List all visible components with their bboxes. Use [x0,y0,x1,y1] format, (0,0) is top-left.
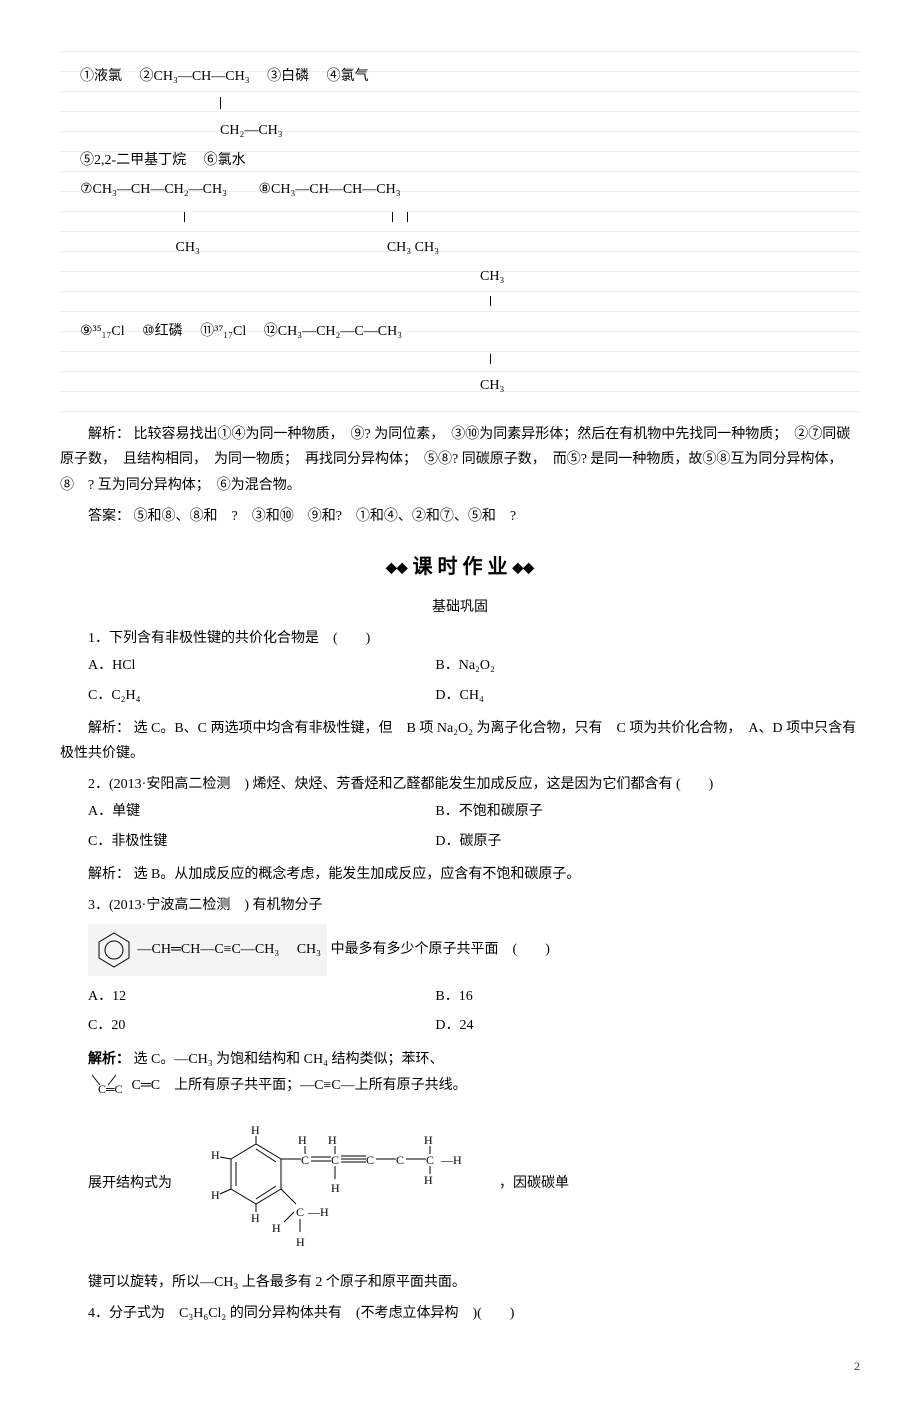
item-7: ⑦CH₃—CH—CH₂—CH₃ [80,182,227,197]
q1-sol-label: 解析： [88,721,130,736]
q3-opt-d: D．24 [435,1013,782,1038]
svg-text:H: H [272,1221,281,1235]
q3-solution-a: 解析： 选 C。—CH₃ 为饱和结构和 CH₄ 结构类似；苯环、 [60,1046,860,1072]
item-12: ⑫CH₃—CH₂—C—CH₃ [264,324,402,339]
q3-sol-b: C═C 上所有原子共平面；—C≡C—上所有原子共线。 [132,1078,467,1093]
q1-sol-text: 选 C。B、C 两选项中均含有非极性键，但 B 项 Na₂O₂ 为离子化合物，只… [60,721,856,761]
q3-opt-b: B．16 [435,984,782,1009]
svg-text:H: H [424,1173,433,1187]
svg-text:C: C [426,1153,434,1167]
q1-opt-a: A．HCl [88,653,435,678]
q1-solution: 解析： 选 C。B、C 两选项中均含有非极性键，但 B 项 Na₂O₂ 为离子化… [60,716,860,766]
q3-stem-a: 3．(2013·宁波高二检测 ) 有机物分子 [60,893,860,918]
q2-opt-c: C．非极性键 [88,829,435,854]
item-8: ⑧CH₃—CH—CH—CH₃ [259,182,401,197]
q2-opt-b: B．不饱和碳原子 [435,799,782,824]
svg-text:C: C [366,1153,374,1167]
q3-mol-sub: CH₃ [297,937,321,962]
q1-opt-d: D．CH₄ [435,683,782,708]
svg-text:—H: —H [440,1153,462,1167]
q2-solution: 解析： 选 B。从加成反应的概念考虑，能发生加成反应，应含有不饱和碳原子。 [60,862,860,887]
analysis-1: 解析： 比较容易找出①④为同一种物质， ⑨? 为同位素， ③⑩为同素异形体；然后… [60,422,860,498]
compound-list-box: ①液氯 ②CH₃—CH—CH₃ ③白磷 ④氯气 CH₂—CH₃ ⑤2,2-二甲基… [60,50,860,412]
subsection-title: 基础巩固 [60,595,860,620]
q3-sol-tail1: ，因碳碳单 [499,1176,569,1191]
svg-text:C: C [396,1153,404,1167]
q2-options: A．单键 B．不饱和碳原子 C．非极性键 D．碳原子 [88,797,860,855]
answer-1: 答案： ⑤和⑧、⑧和 ? ③和⑩ ⑨和? ①和④、②和⑦、⑤和 ? [60,504,860,529]
q3-sol-a: 选 C。—CH₃ 为饱和结构和 CH₄ 结构类似；苯环、 [134,1052,444,1067]
svg-text:H: H [328,1133,337,1147]
item-2: ②CH₃—CH—CH₃ [140,69,250,84]
item-11: ⑪³⁷₁₇Cl [200,324,246,339]
q3-solution-b: C═C C═C 上所有原子共平面；—C≡C—上所有原子共线。 [60,1073,860,1098]
q3-sol-label: 解析： [88,1050,130,1066]
svg-text:H: H [251,1211,260,1225]
banner-deco-left: ◆◆ [386,561,408,576]
item-6: ⑥氯水 [204,153,246,168]
item-3: ③白磷 [267,69,309,84]
svg-text:C: C [296,1205,304,1219]
page-number: 2 [60,1356,860,1378]
item-9: ⑨³⁵₁₇Cl [80,324,125,339]
svg-text:C═C: C═C [98,1082,123,1096]
q2-sol-text: 选 B。从加成反应的概念考虑，能发生加成反应，应含有不饱和碳原子。 [134,867,581,882]
banner-deco-right: ◆◆ [513,561,535,576]
q3-options: A．12 B．16 C．20 D．24 [88,982,860,1040]
svg-text:H: H [251,1123,260,1137]
expanded-structure-icon: H H H H C H C H C C C —H H H H [176,1104,496,1264]
q3-molecule: —CH═CH—C≡C—CH₃ CH₃ 中最多有多少个原子共平面 ( ) [88,924,860,976]
q3-mol-main: —CH═CH—C≡C—CH₃ [138,937,280,962]
banner-title: 课 时 作 业 [413,556,508,578]
svg-text:H: H [298,1133,307,1147]
section-banner: ◆◆ 课 时 作 业 ◆◆ [60,549,860,585]
svg-text:H: H [331,1181,340,1195]
q2-stem: 2．(2013·安阳高二检测 ) 烯烃、炔烃、芳香烃和乙醛都能发生加成反应，这是… [60,772,860,797]
item-10: ⑩红磷 [142,324,183,339]
svg-text:H: H [211,1148,220,1162]
analysis-text: 比较容易找出①④为同一种物质， ⑨? 为同位素， ③⑩为同素异形体；然后在有机物… [60,427,850,492]
item-4: ④氯气 [327,69,369,84]
analysis-label: 解析： [88,427,130,442]
benzene-icon [94,930,134,970]
item-12-top: CH₃ [480,269,504,284]
svg-text:H: H [296,1235,305,1249]
item-8-sub: CH₃ CH₃ [387,240,439,255]
double-bond-icon: C═C [88,1073,128,1097]
item-12-bot: CH₃ [480,378,504,393]
q1-options: A．HCl B．Na₂O₂ C．C₂H₄ D．CH₄ [88,651,860,709]
answer-label: 答案： [88,509,130,524]
item-1: ①液氯 [80,69,122,84]
q1-opt-c: C．C₂H₄ [88,683,435,708]
q3-opt-c: C．20 [88,1013,435,1038]
item-7-sub: CH₃ [176,240,200,255]
q3-sol-tail2: 键可以旋转，所以—CH₃ 上各最多有 2 个原子和原平面共面。 [60,1270,860,1295]
item-2-sub: CH₂—CH₃ [220,123,283,138]
q3-expand-label: 展开结构式为 [88,1176,172,1191]
q3-stem-b: 中最多有多少个原子共平面 ( ) [331,942,550,957]
svg-text:—H: —H [307,1205,329,1219]
q2-opt-a: A．单键 [88,799,435,824]
q1-opt-b: B．Na₂O₂ [435,653,782,678]
svg-text:H: H [211,1188,220,1202]
answer-text: ⑤和⑧、⑧和 ? ③和⑩ ⑨和? ①和④、②和⑦、⑤和 ? [134,509,517,524]
q3-expanded-structure: 展开结构式为 H H H H C H C H C C C [88,1104,860,1264]
svg-text:C: C [301,1153,309,1167]
item-5: ⑤2,2-二甲基丁烷 [80,153,186,168]
q2-sol-label: 解析： [88,867,130,882]
q3-opt-a: A．12 [88,984,435,1009]
svg-text:C: C [331,1153,339,1167]
svg-text:H: H [424,1133,433,1147]
q1-stem: 1．下列含有非极性键的共价化合物是 ( ) [60,626,860,651]
q2-opt-d: D．碳原子 [435,829,782,854]
q4-stem: 4．分子式为 C₃H₆Cl₂ 的同分异构体共有 (不考虑立体异构 )( ) [60,1301,860,1326]
